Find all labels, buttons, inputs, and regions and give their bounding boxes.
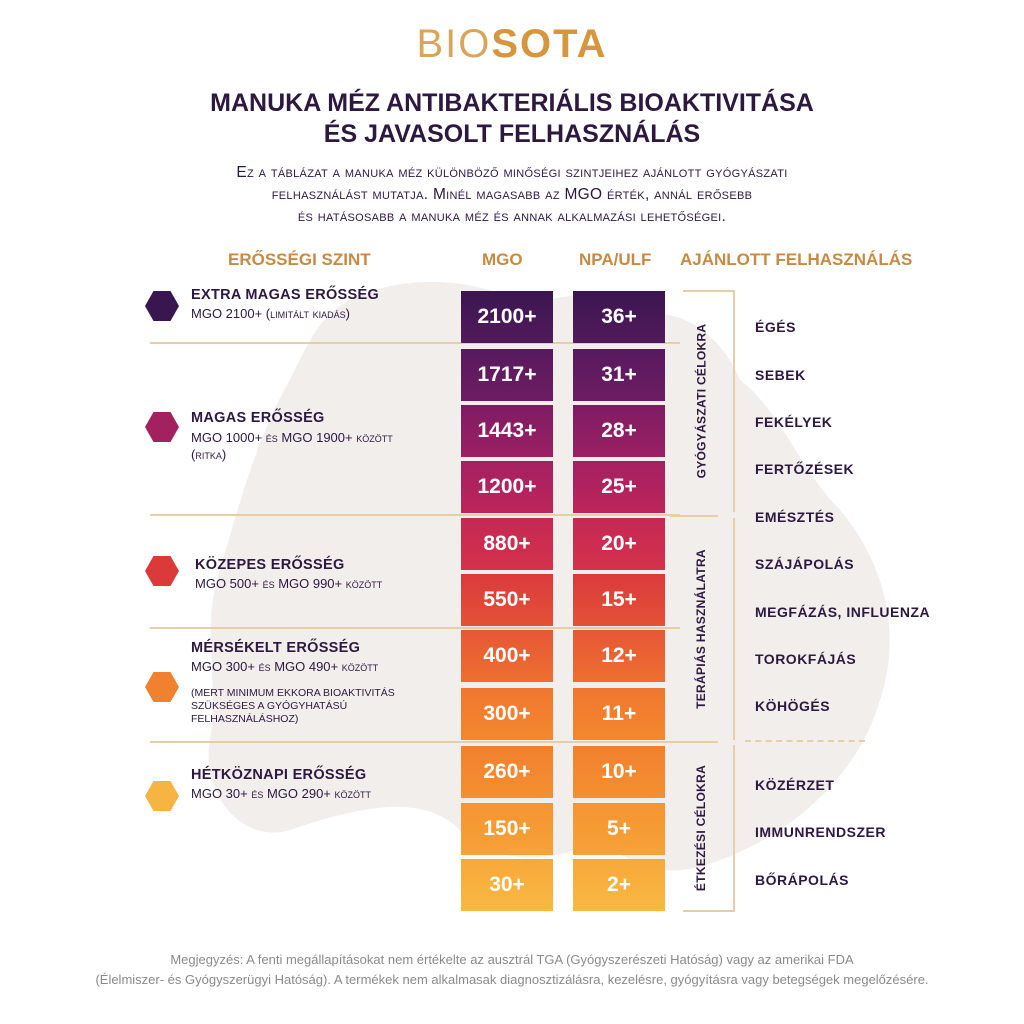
usage-item: SEBEK — [755, 367, 806, 383]
usage-item: FEKÉLYEK — [755, 414, 833, 430]
usage-group-bracket — [683, 745, 735, 912]
column-header-mgo: MGO — [482, 250, 523, 269]
hexagon-icon — [145, 412, 179, 442]
hexagon-icon — [145, 781, 179, 811]
npa-value-cell: 25+ — [573, 461, 665, 513]
column-header-level: ERŐSSÉGI SZINT — [228, 250, 371, 269]
level-description: MGO 2100+ (limitált kiadás) — [191, 306, 350, 321]
bracket-top-line — [683, 290, 733, 292]
mgo-value-cell: 30+ — [461, 859, 553, 911]
mgo-value-cell: 550+ — [461, 574, 553, 626]
footnote-line-1: Megjegyzés: A fenti megállapításokat nem… — [170, 952, 854, 967]
hexagon-icon — [145, 291, 179, 321]
page-subtitle: Ez a táblázat a manuka méz különböző min… — [80, 162, 944, 228]
mgo-value-cell: 300+ — [461, 688, 553, 740]
usage-item: TOROKFÁJÁS — [755, 651, 857, 667]
title-line-1: MANUKA MÉZ ANTIBAKTERIÁLIS BIOAKTIVITÁSA — [210, 89, 814, 117]
level-divider — [150, 741, 680, 743]
npa-value-cell: 10+ — [573, 746, 665, 798]
column-header-npa: NPA/ULF — [579, 250, 652, 269]
level-name: MAGAS ERŐSSÉG — [191, 410, 325, 426]
usage-item: KÖHÖGÉS — [755, 698, 831, 714]
level-note: (MERT MINIMUM EKKORA BIOAKTIVITÁS SZÜKSÉ… — [191, 687, 395, 725]
logo-text-bold: SOTA — [491, 22, 608, 66]
level-name: HÉTKÖZNAPI ERŐSSÉG — [191, 767, 367, 783]
level-name: MÉRSÉKELT ERŐSSÉG — [191, 640, 361, 656]
bracket-separator-line — [670, 515, 718, 517]
npa-value-cell: 36+ — [573, 291, 665, 343]
usage-group-label: TERÁPIÁS HASZNÁLATRA — [694, 549, 708, 709]
logo-text-light: BIO — [416, 22, 492, 66]
page-title: MANUKA MÉZ ANTIBAKTERIÁLIS BIOAKTIVITÁSA… — [0, 88, 1024, 150]
subtitle-line-1: Ez a táblázat a manuka méz különböző min… — [236, 164, 788, 181]
level-description: MGO 1000+ és MGO 1900+ között (ritka) — [191, 430, 393, 462]
level-name: KÖZEPES ERŐSSÉG — [195, 557, 345, 573]
npa-value-cell: 5+ — [573, 803, 665, 855]
usage-item: FERTŐZÉSEK — [755, 461, 855, 477]
usage-group-label: GYÓGYÁSZATI CÉLOKRA — [694, 323, 709, 479]
level-description: MGO 300+ és MGO 490+ között — [191, 659, 379, 674]
usage-item: MEGFÁZÁS, INFLUENZA — [755, 604, 931, 620]
title-line-2: ÉS JAVASOLT FELHASZNÁLÁS — [323, 120, 701, 148]
mgo-value-cell: 1200+ — [461, 461, 553, 513]
footnote-line-2: (Élelmiszer- és Gyógyszerügyi Hatóság). … — [95, 972, 929, 987]
npa-value-cell: 12+ — [573, 630, 665, 682]
footnote: Megjegyzés: A fenti megállapításokat nem… — [0, 950, 1024, 990]
hexagon-icon — [145, 556, 179, 586]
level-divider — [150, 627, 680, 629]
mgo-value-cell: 880+ — [461, 518, 553, 570]
level-divider — [150, 342, 680, 344]
hexagon-icon — [145, 672, 179, 702]
bracket-separator-line — [670, 741, 718, 743]
usage-item: IMMUNRENDSZER — [755, 824, 886, 840]
mgo-value-cell: 150+ — [461, 803, 553, 855]
level-description: MGO 30+ és MGO 290+ között — [191, 786, 372, 801]
usage-group-bracket — [683, 290, 735, 512]
level-description: MGO 500+ és MGO 990+ között — [195, 576, 383, 591]
mgo-value-cell: 2100+ — [461, 291, 553, 343]
mgo-value-cell: 260+ — [461, 746, 553, 798]
npa-value-cell: 15+ — [573, 574, 665, 626]
usage-item: ÉGÉS — [755, 319, 796, 335]
usage-item: KÖZÉRZET — [755, 777, 835, 793]
level-name: EXTRA MAGAS ERŐSSÉG — [191, 287, 380, 303]
dashed-separator — [745, 740, 865, 742]
usage-item: SZÁJÁPOLÁS — [755, 556, 855, 572]
subtitle-line-3: és hatásosabb a manuka méz és annak alka… — [297, 208, 727, 225]
level-divider — [150, 514, 680, 516]
npa-value-cell: 2+ — [573, 859, 665, 911]
subtitle-line-2: felhasználást mutatja. Minél magasabb az… — [271, 186, 753, 203]
npa-value-cell: 31+ — [573, 349, 665, 401]
npa-value-cell: 20+ — [573, 518, 665, 570]
npa-value-cell: 11+ — [573, 688, 665, 740]
column-header-usage: AJÁNLOTT FELHASZNÁLÁS — [680, 250, 913, 269]
usage-group-bracket — [683, 518, 735, 740]
usage-item: EMÉSZTÉS — [755, 509, 835, 525]
usage-item: BŐRÁPOLÁS — [755, 872, 849, 888]
mgo-value-cell: 1717+ — [461, 349, 553, 401]
npa-value-cell: 28+ — [573, 405, 665, 457]
usage-group-label: ÉTKEZÉSI CÉLOKRA — [694, 764, 708, 891]
brand-logo: BIOSOTA — [0, 22, 1024, 67]
mgo-value-cell: 400+ — [461, 630, 553, 682]
mgo-value-cell: 1443+ — [461, 405, 553, 457]
